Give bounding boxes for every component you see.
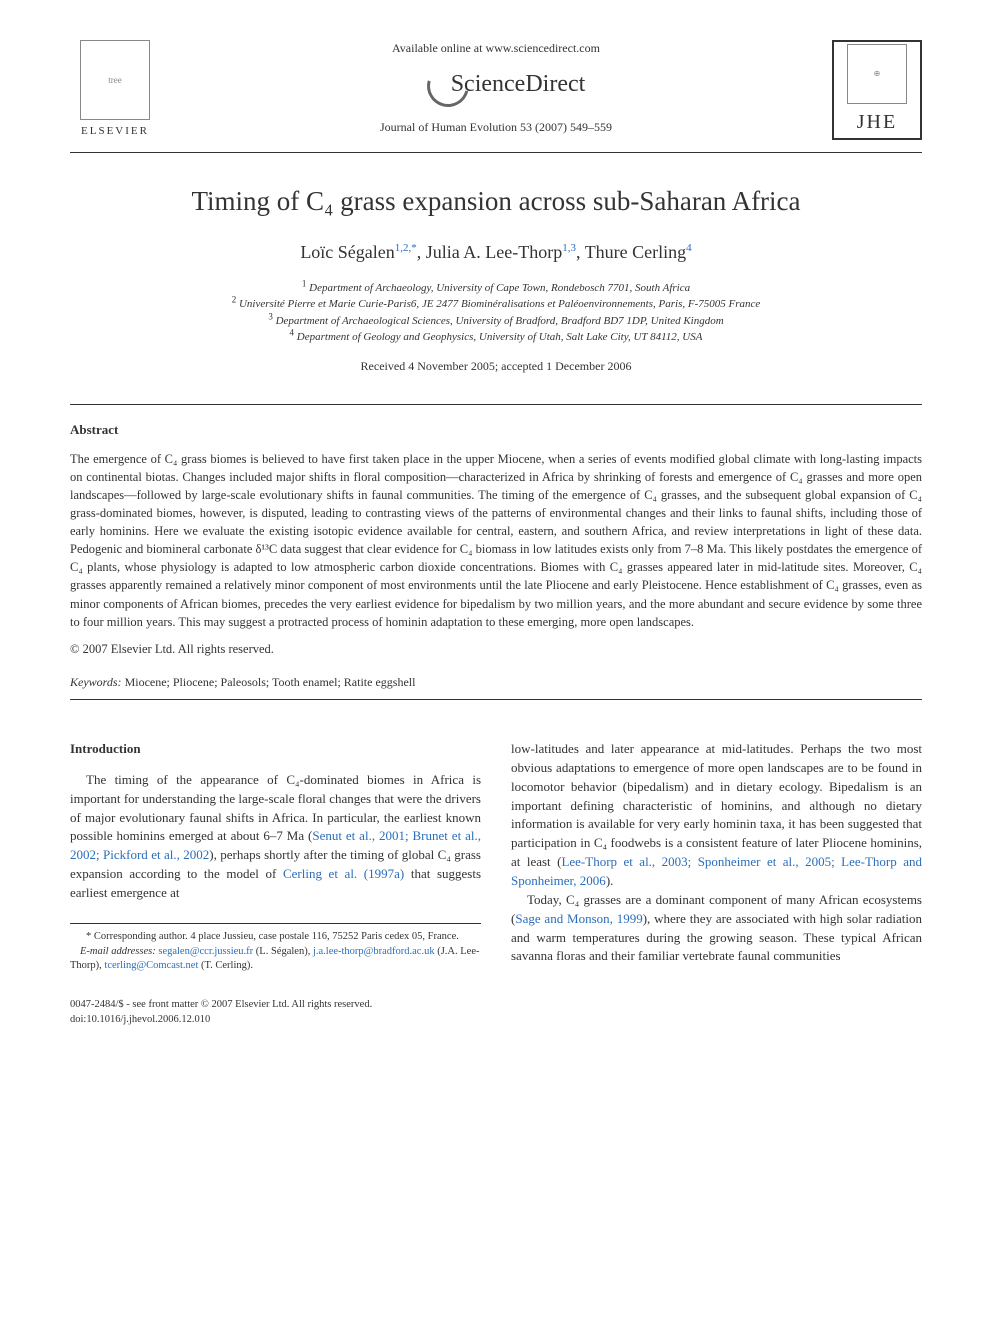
body-column-left: Introduction The timing of the appearanc… [70,740,481,974]
email-label: E-mail addresses: [80,946,156,957]
email-addresses-line: E-mail addresses: segalen@ccr.jussieu.fr… [70,945,481,974]
sciencedirect-logo: ScienceDirect [180,65,812,105]
affiliation-1: 1 Department of Archaeology, University … [70,280,922,297]
sd-swoosh-icon [407,65,447,105]
abstract-text: The emergence of C₄ grass biomes is beli… [70,450,922,631]
abstract-copyright: © 2007 Elsevier Ltd. All rights reserved… [70,641,922,659]
author-2-sup: 1,3 [562,242,576,254]
body-column-right: low-latitudes and later appearance at mi… [511,740,922,974]
abstract-top-rule [70,404,922,405]
jhe-label: JHE [857,108,897,136]
intro-paragraph-2: Today, C₄ grasses are a dominant compone… [511,891,922,966]
author-sep: , [417,242,426,262]
abstract-heading: Abstract [70,421,922,439]
author-1-sup: 1,2,* [395,242,417,254]
vitruvian-icon: ⊕ [847,44,907,104]
keywords-line: Keywords: Miocene; Pliocene; Paleosols; … [70,674,922,691]
doi-line: doi:10.1016/j.jhevol.2006.12.010 [70,1013,922,1028]
affiliations: 1 Department of Archaeology, University … [70,280,922,346]
received-accepted-dates: Received 4 November 2005; accepted 1 Dec… [70,358,922,375]
email-link-2[interactable]: j.a.lee-thorp@bradford.ac.uk [313,946,435,957]
issn-line: 0047-2484/$ - see front matter © 2007 El… [70,998,922,1013]
keywords-label: Keywords: [70,675,122,689]
center-header: Available online at www.sciencedirect.co… [160,40,832,142]
corresponding-author-note: * Corresponding author. 4 place Jussieu,… [70,930,481,945]
elsevier-label: ELSEVIER [81,124,149,139]
email-link-3[interactable]: tcerling@Comcast.net [104,960,198,971]
author-3-sup: 4 [686,242,692,254]
intro-paragraph-1: The timing of the appearance of C₄-domin… [70,771,481,903]
journal-header: tree ELSEVIER Available online at www.sc… [70,40,922,142]
sd-text: ScienceDirect [451,68,586,102]
author-2[interactable]: Julia A. Lee-Thorp [426,242,562,262]
intro-paragraph-1-cont: low-latitudes and later appearance at mi… [511,740,922,891]
elsevier-tree-icon: tree [80,40,150,120]
citation-link[interactable]: Cerling et al. (1997a) [283,866,404,881]
jhe-logo: ⊕ JHE [832,40,922,140]
footnotes-block: * Corresponding author. 4 place Jussieu,… [70,923,481,974]
keywords-text: Miocene; Pliocene; Paleosols; Tooth enam… [125,675,416,689]
author-sep: , [576,242,585,262]
paper-title: Timing of C₄ grass expansion across sub-… [70,183,922,221]
email-link-1[interactable]: segalen@ccr.jussieu.fr [158,946,253,957]
page-footer: 0047-2484/$ - see front matter © 2007 El… [70,998,922,1027]
available-online-text: Available online at www.sciencedirect.co… [180,40,812,57]
affiliation-2: 2 Université Pierre et Marie Curie-Paris… [70,296,922,313]
citation-link[interactable]: Lee-Thorp et al., 2003; Sponheimer et al… [511,854,922,888]
elsevier-logo: tree ELSEVIER [70,40,160,139]
affiliation-3: 3 Department of Archaeological Sciences,… [70,313,922,330]
body-columns: Introduction The timing of the appearanc… [70,740,922,974]
top-rule [70,152,922,153]
citation-link[interactable]: Sage and Monson, 1999 [515,911,642,926]
author-3[interactable]: Thure Cerling [585,242,686,262]
author-1[interactable]: Loïc Ségalen [300,242,394,262]
abstract-bottom-rule [70,699,922,700]
authors-line: Loïc Ségalen1,2,*, Julia A. Lee-Thorp1,3… [70,240,922,265]
introduction-heading: Introduction [70,740,481,759]
affiliation-4: 4 Department of Geology and Geophysics, … [70,329,922,346]
journal-reference: Journal of Human Evolution 53 (2007) 549… [180,119,812,136]
